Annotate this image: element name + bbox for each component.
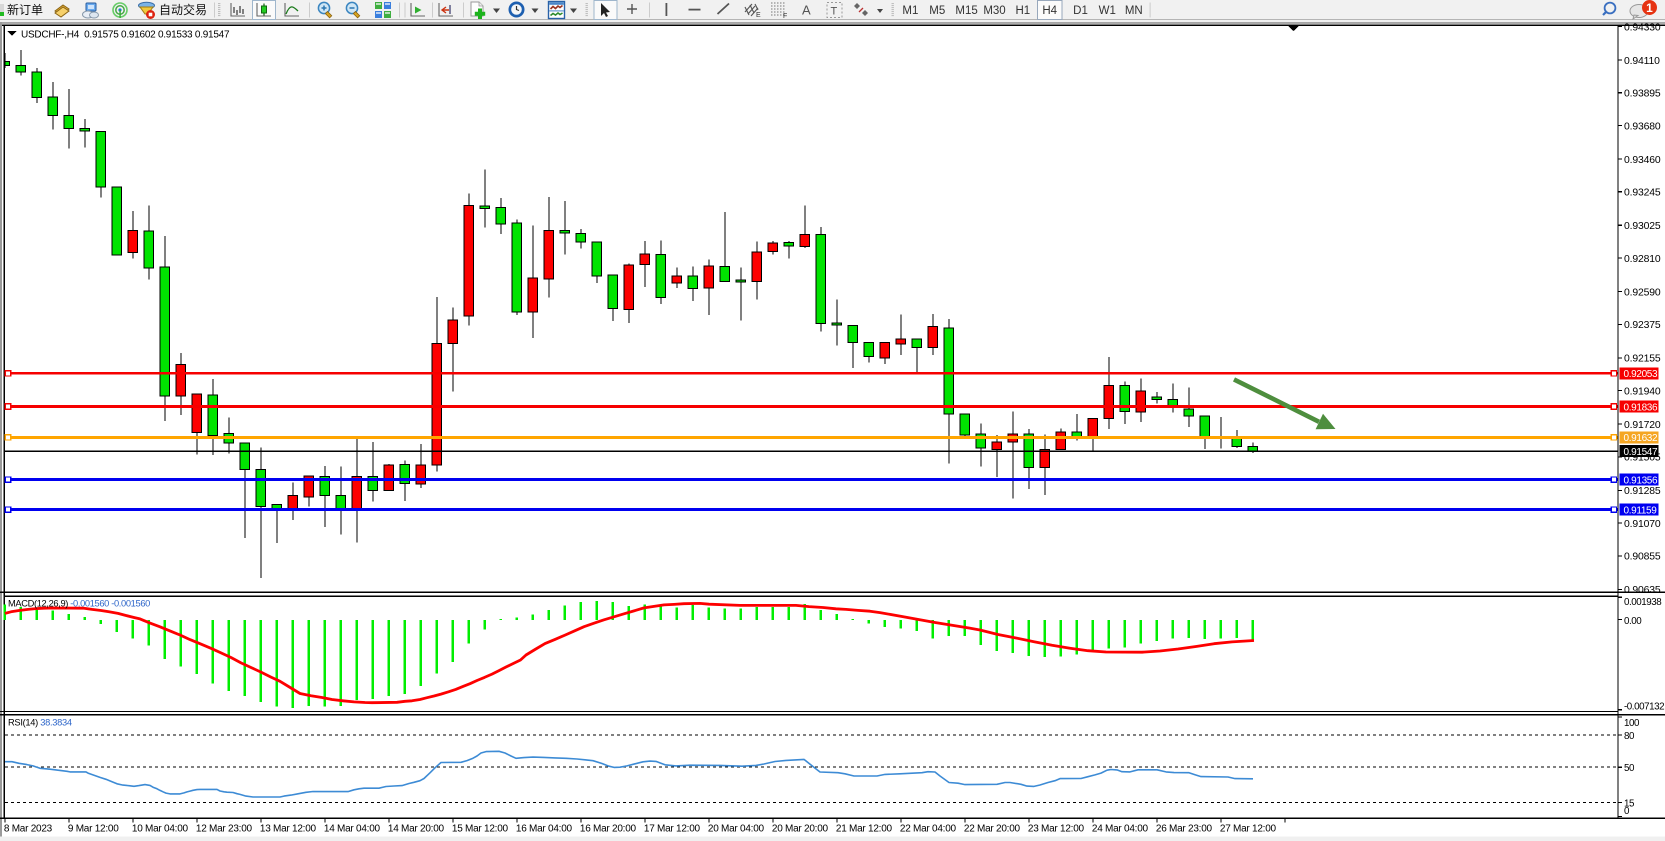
svg-text:15 Mar 12:00: 15 Mar 12:00 xyxy=(452,824,509,835)
svg-text:0.91070: 0.91070 xyxy=(1624,519,1661,530)
svg-text:0.92155: 0.92155 xyxy=(1624,354,1661,365)
svg-text:15: 15 xyxy=(1624,798,1635,809)
svg-text:1: 1 xyxy=(1646,1,1653,15)
svg-text:M30: M30 xyxy=(983,5,1005,17)
svg-text:F: F xyxy=(783,13,787,20)
svg-text:MN: MN xyxy=(1125,5,1143,17)
svg-text:0.92375: 0.92375 xyxy=(1624,320,1661,331)
svg-text:0.91836: 0.91836 xyxy=(1624,402,1658,413)
svg-text:17 Mar 12:00: 17 Mar 12:00 xyxy=(644,824,701,835)
svg-text:26 Mar 23:00: 26 Mar 23:00 xyxy=(1156,824,1213,835)
svg-text:100: 100 xyxy=(1624,718,1640,729)
svg-text:0.91547: 0.91547 xyxy=(1624,447,1658,458)
svg-text:10 Mar 04:00: 10 Mar 04:00 xyxy=(132,824,189,835)
svg-text:新订单: 新订单 xyxy=(7,2,43,17)
svg-text:A: A xyxy=(802,3,811,18)
svg-text:14 Mar 20:00: 14 Mar 20:00 xyxy=(388,824,445,835)
svg-text:22 Mar 04:00: 22 Mar 04:00 xyxy=(900,824,957,835)
svg-text:M5: M5 xyxy=(929,5,945,17)
svg-text:0.91940: 0.91940 xyxy=(1624,386,1661,397)
svg-text:0.93895: 0.93895 xyxy=(1624,89,1661,100)
svg-text:MACD(12,26,9) -0.001560 -0.001: MACD(12,26,9) -0.001560 -0.001560 xyxy=(8,599,150,609)
svg-text:27 Mar 12:00: 27 Mar 12:00 xyxy=(1220,824,1277,835)
svg-text:自动交易: 自动交易 xyxy=(159,2,207,17)
svg-text:0: 0 xyxy=(1624,806,1630,817)
svg-text:RSI(14) 38.3834: RSI(14) 38.3834 xyxy=(8,718,72,728)
svg-text:0.91159: 0.91159 xyxy=(1624,505,1658,516)
svg-text:20 Mar 20:00: 20 Mar 20:00 xyxy=(772,824,829,835)
svg-text:9 Mar 12:00: 9 Mar 12:00 xyxy=(68,824,119,835)
svg-text:16 Mar 04:00: 16 Mar 04:00 xyxy=(516,824,573,835)
svg-text:20 Mar 04:00: 20 Mar 04:00 xyxy=(708,824,765,835)
svg-text:0.91285: 0.91285 xyxy=(1624,486,1661,497)
svg-text:M15: M15 xyxy=(955,5,977,17)
svg-text:0.94110: 0.94110 xyxy=(1624,56,1660,67)
svg-text:80: 80 xyxy=(1624,731,1635,742)
svg-text:24 Mar 04:00: 24 Mar 04:00 xyxy=(1092,824,1149,835)
svg-text:0.94330: 0.94330 xyxy=(1624,22,1661,33)
svg-text:50: 50 xyxy=(1624,763,1635,774)
svg-text:0.91720: 0.91720 xyxy=(1624,420,1661,431)
svg-text:0.92590: 0.92590 xyxy=(1624,287,1661,298)
svg-text:0.00: 0.00 xyxy=(1624,616,1642,627)
svg-text:0.91632: 0.91632 xyxy=(1624,433,1658,444)
svg-text:23 Mar 12:00: 23 Mar 12:00 xyxy=(1028,824,1085,835)
svg-text:H4: H4 xyxy=(1042,5,1057,17)
svg-text:0.93460: 0.93460 xyxy=(1624,155,1661,166)
svg-text:0.001938: 0.001938 xyxy=(1624,597,1662,608)
svg-text:0.93680: 0.93680 xyxy=(1624,121,1661,132)
svg-text:0.91356: 0.91356 xyxy=(1624,475,1658,486)
svg-text:D1: D1 xyxy=(1073,5,1088,17)
svg-text:0.92053: 0.92053 xyxy=(1624,369,1658,380)
svg-text:13 Mar 12:00: 13 Mar 12:00 xyxy=(260,824,317,835)
svg-text:-0.007132: -0.007132 xyxy=(1624,702,1664,713)
svg-text:USDCHF-,H4 0.91575 0.91602 0.: USDCHF-,H4 0.91575 0.91602 0.91533 0.915… xyxy=(21,30,230,41)
svg-text:0.92810: 0.92810 xyxy=(1624,254,1661,265)
svg-text:W1: W1 xyxy=(1099,5,1116,17)
svg-text:H1: H1 xyxy=(1015,5,1030,17)
svg-text:22 Mar 20:00: 22 Mar 20:00 xyxy=(964,824,1021,835)
svg-text:14 Mar 04:00: 14 Mar 04:00 xyxy=(324,824,381,835)
svg-text:0.93245: 0.93245 xyxy=(1624,188,1661,199)
svg-text:8 Mar 2023: 8 Mar 2023 xyxy=(4,824,53,835)
svg-text:16 Mar 20:00: 16 Mar 20:00 xyxy=(580,824,637,835)
svg-text:12 Mar 23:00: 12 Mar 23:00 xyxy=(196,824,253,835)
svg-text:T: T xyxy=(831,6,838,18)
svg-text:0.90635: 0.90635 xyxy=(1624,585,1661,596)
svg-text:M1: M1 xyxy=(902,5,918,17)
svg-text:21 Mar 12:00: 21 Mar 12:00 xyxy=(836,824,893,835)
svg-text:0.93025: 0.93025 xyxy=(1624,221,1661,232)
svg-text:E: E xyxy=(756,12,761,19)
svg-text:0.91505: 0.91505 xyxy=(1624,453,1661,464)
svg-text:0.90855: 0.90855 xyxy=(1624,552,1661,563)
